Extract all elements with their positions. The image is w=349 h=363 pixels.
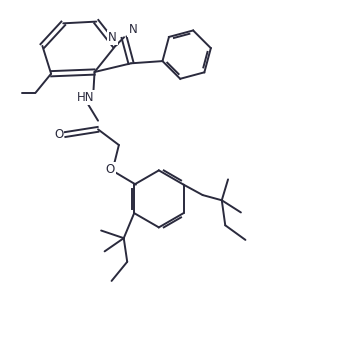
Text: O: O xyxy=(54,128,64,141)
Text: N: N xyxy=(108,31,117,44)
Text: HN: HN xyxy=(77,91,95,104)
Text: N: N xyxy=(128,23,137,36)
Text: O: O xyxy=(105,163,115,176)
